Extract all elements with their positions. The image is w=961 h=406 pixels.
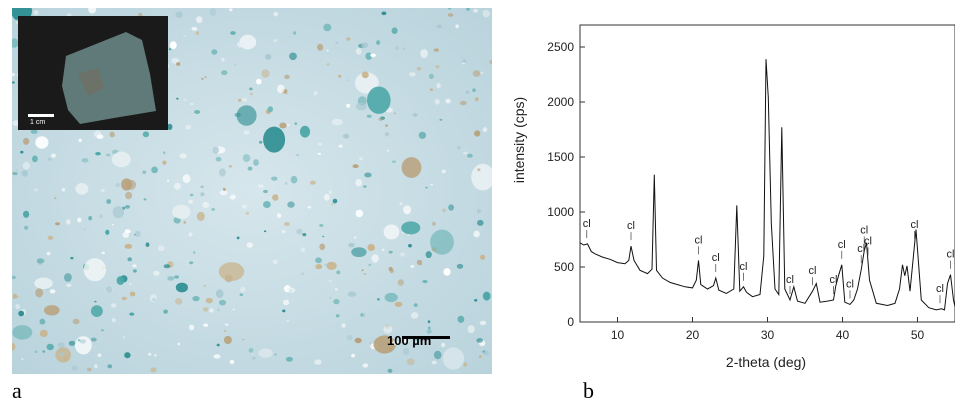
peak-label: cl — [846, 278, 854, 290]
peak-label: cl — [809, 265, 817, 277]
x-tick-label: 10 — [611, 328, 625, 342]
x-tick-label: 40 — [836, 328, 850, 342]
micrograph-image: 1 cm — [12, 8, 492, 374]
x-tick-label: 20 — [686, 328, 700, 342]
peak-label: cl — [838, 239, 846, 251]
scale-bar-label: 100 µm — [387, 333, 432, 348]
y-tick-label: 2000 — [547, 95, 574, 109]
y-axis-label: intensity (cps) — [511, 97, 527, 183]
peak-label: cl — [857, 243, 865, 255]
xrd-pattern-line — [579, 59, 955, 311]
peak-label: cl — [583, 218, 591, 230]
x-axis-label: 2-theta (deg) — [726, 354, 806, 370]
peak-label: cl — [740, 261, 748, 273]
y-tick-label: 0 — [567, 315, 574, 329]
peak-label: cl — [860, 225, 868, 237]
y-tick-label: 2500 — [547, 40, 574, 54]
peak-label: cl — [911, 219, 919, 231]
x-tick-label: 30 — [761, 328, 775, 342]
inset-scale-label: 1 cm — [30, 119, 46, 126]
scale-bar — [402, 336, 450, 339]
peak-label: cl — [830, 274, 838, 286]
x-tick-label: 50 — [911, 328, 925, 342]
peak-label: cl — [936, 283, 944, 295]
y-tick-label: 1000 — [547, 205, 574, 219]
peak-label: cl — [947, 249, 955, 261]
peak-label: cl — [695, 234, 703, 246]
peak-label: cl — [712, 252, 720, 264]
inset-scale-bar — [28, 114, 54, 117]
peak-label: cl — [627, 220, 635, 232]
sample-fragment-icon — [28, 32, 156, 124]
peak-label: cl — [786, 274, 794, 286]
panel-a-label: a — [12, 378, 22, 403]
plot-frame — [579, 24, 955, 323]
peak-label: cl — [864, 236, 872, 248]
panel-b-label: b — [583, 378, 594, 403]
y-tick-label: 500 — [554, 260, 574, 274]
inset-sample-photo: 1 cm — [18, 16, 168, 130]
y-tick-label: 1500 — [547, 150, 574, 164]
micrograph-texture — [12, 8, 492, 374]
